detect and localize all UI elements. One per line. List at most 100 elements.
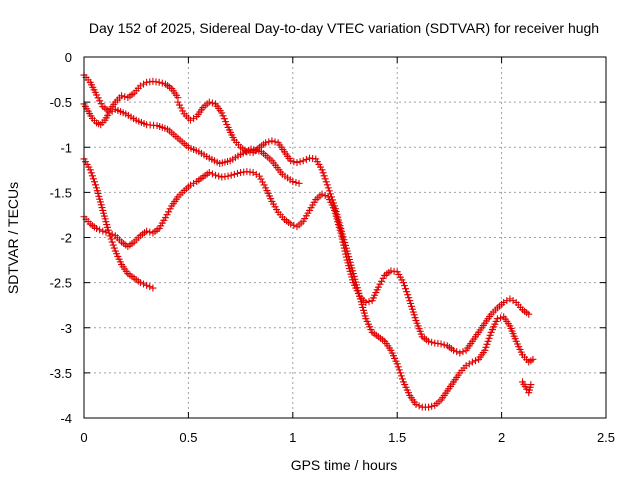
data-point [425,337,433,345]
x-tick-label: 1 [289,430,296,445]
series-track-6 [518,378,535,397]
data-point [118,92,126,100]
data-point [322,178,330,186]
data-point [293,159,301,167]
data-point [374,283,382,291]
data-point [319,169,327,177]
series-track-3 [80,155,157,292]
y-tick-label: -4 [60,411,72,426]
data-point [472,357,479,365]
data-point [525,310,533,318]
data-point [155,78,163,86]
data-point [268,137,276,145]
series-track-5 [174,98,537,411]
data-point [205,169,213,177]
data-point [96,97,104,105]
data-point [296,158,304,166]
data-point [483,340,491,348]
y-tick-label: -2.5 [50,276,72,291]
data-point [146,228,154,236]
data-point [208,170,216,178]
x-tick-label: 2.5 [597,430,615,445]
data-point [86,166,94,174]
data-point [121,93,129,101]
data-point [425,403,433,411]
data-point [260,181,268,189]
data-point [218,109,226,117]
data-point [220,115,228,123]
data-point [177,104,185,112]
data-point [146,283,154,291]
data-point [105,229,113,237]
data-point [140,280,148,288]
data-point [87,169,95,177]
data-point [208,99,216,107]
y-tick-label: -1.5 [50,185,72,200]
data-point [397,372,405,380]
data-point [403,288,411,296]
data-point [108,238,116,246]
data-point [437,340,445,348]
data-point [468,358,476,366]
data-point [262,139,270,147]
data-point [493,315,501,323]
data-point [222,118,230,126]
data-point [219,112,227,120]
data-point [450,346,458,354]
data-point [161,214,169,222]
data-point [224,172,232,180]
data-point [529,355,537,363]
x-tick-label: 2 [498,430,505,445]
data-point [259,178,267,186]
data-point [428,402,436,410]
grid-lines [84,57,606,418]
x-axis-label: GPS time / hours [291,457,398,473]
data-point [166,205,174,213]
data-point [290,158,298,166]
data-point [295,179,303,187]
data-point [404,291,412,299]
plot-frame [83,56,607,419]
data-point [379,274,387,282]
data-point [88,172,96,180]
y-tick-label: -2 [60,231,72,246]
data-point [143,227,151,235]
data-point [323,181,331,189]
data-point [440,341,448,349]
data-point [230,170,238,178]
y-tick-label: -3 [60,321,72,336]
data-point [328,196,336,204]
data-point [399,279,407,287]
data-point [233,169,241,177]
y-tick-label: -3.5 [50,366,72,381]
data-point [97,100,105,108]
data-point [163,211,171,219]
y-tick-label: -1 [60,140,72,155]
data-point [318,166,326,174]
data-point [396,369,404,377]
data-point [149,284,157,292]
data-point [405,294,413,302]
data-point [459,348,467,356]
data-point [94,94,102,102]
y-tick-label: 0 [65,50,72,65]
data-point [365,298,373,306]
data-point [412,400,420,408]
data-point [212,171,220,179]
data-point [158,79,166,87]
data-point [527,381,535,389]
data-point [428,338,436,346]
y-axis-ticks: 0 -0.5 -1 -1.5 -2 -2.5 -3 -3.5 -4 [50,50,606,426]
chart-title: Day 152 of 2025, Sidereal Day-to-day VTE… [89,20,599,36]
data-point [327,193,335,201]
x-tick-label: 1.5 [388,430,406,445]
data-point [325,187,333,195]
data-point [215,172,223,180]
data-point [287,220,295,228]
data-point [395,366,403,374]
data-point [453,348,461,356]
data-point [484,337,492,345]
data-point [456,349,464,357]
y-tick-label: -0.5 [50,95,72,110]
